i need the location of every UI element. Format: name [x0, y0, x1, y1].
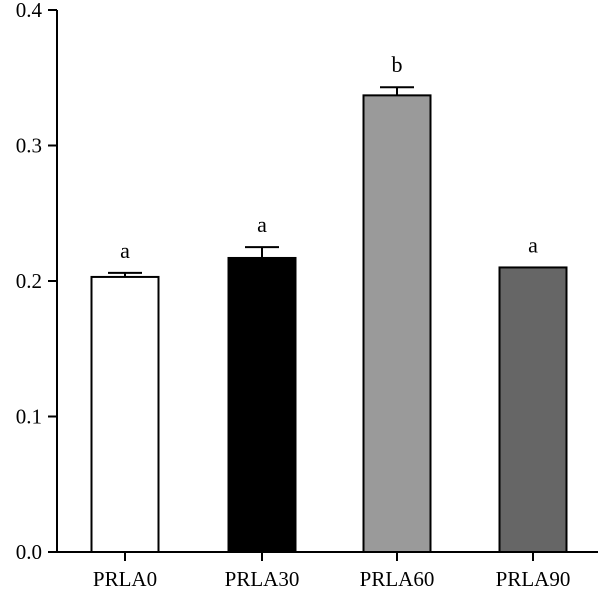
x-tick-label: PRLA30 — [225, 567, 300, 591]
y-tick-label: 0.3 — [16, 134, 42, 158]
bar-prla30 — [227, 256, 297, 553]
x-tick-label: PRLA90 — [496, 567, 571, 591]
bars — [90, 86, 568, 554]
y-tick-label: 0.0 — [16, 540, 42, 564]
labels: PRLA0 a PRLA30 a PRLA60 b PRLA90 a — [93, 52, 570, 591]
x-tick-label: PRLA0 — [93, 567, 157, 591]
bar-prla60 — [362, 94, 432, 554]
significance-label: b — [392, 52, 403, 77]
y-tick-label: 0.1 — [16, 405, 42, 429]
significance-label: a — [120, 238, 130, 263]
y-tick-label: 0.4 — [16, 0, 43, 22]
significance-label: a — [257, 212, 267, 237]
bar-prla0 — [90, 275, 160, 553]
x-tick-label: PRLA60 — [360, 567, 435, 591]
y-tick-label: 0.2 — [16, 269, 42, 293]
bar-prla90 — [498, 266, 568, 553]
significance-label: a — [528, 232, 538, 257]
